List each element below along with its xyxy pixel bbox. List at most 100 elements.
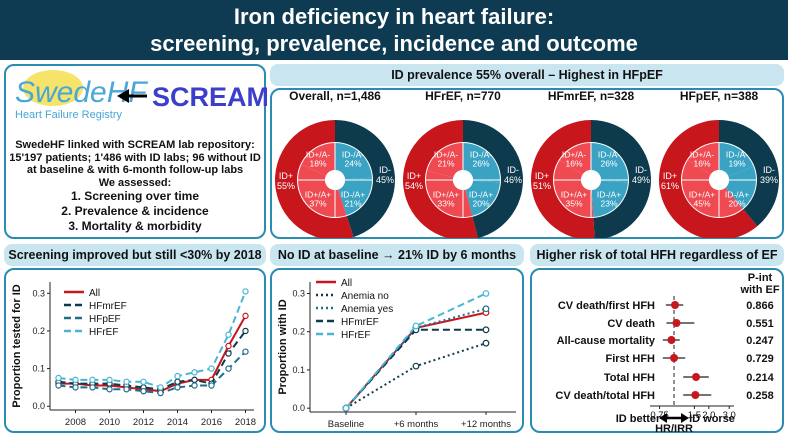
data-point <box>106 376 113 384</box>
inner-slice-id-plus-a-minus <box>427 143 463 178</box>
assessed-title: We assessed: <box>98 176 172 189</box>
data-point <box>482 290 490 297</box>
data-point <box>174 372 181 380</box>
y-axis-label: Proportion tested for ID <box>11 284 23 408</box>
x-tick-label: 2.0 <box>702 410 715 421</box>
id-better-label: ID better <box>616 413 661 425</box>
p-int-value: 0.258 <box>746 390 774 402</box>
screening-chart: 0.0 0.1 0.2 0.3 2008 2010 2012 2014 2016 2018 Prop… <box>11 282 256 428</box>
inner-slice-id-minus-a-minus <box>591 143 628 183</box>
data-point <box>208 382 215 389</box>
inner-slice-id-plus-a-plus <box>298 164 347 218</box>
swedehf-logo-subtitle: Heart Failure Registry <box>15 109 122 121</box>
outcome-label: CV death/total HFH <box>555 390 655 402</box>
assessed-item-1: 1. Screening over time <box>70 189 200 204</box>
inner-slice-id-minus-a-minus <box>719 143 754 177</box>
inner-label-q3: ID+/A+ 35% <box>561 189 587 208</box>
data-point <box>140 378 147 385</box>
outcome-label: CV death <box>607 318 655 330</box>
data-point <box>89 376 96 384</box>
inner-slice-id-plus-a-plus <box>682 160 743 218</box>
data-point <box>412 362 420 370</box>
inner-label-q2: ID-/A-24% <box>342 149 364 168</box>
x-tick-label: 1.5 <box>688 410 701 421</box>
prevalence-banner: ID prevalence 55% overall – Highest in H… <box>270 64 784 86</box>
data-point <box>174 378 181 385</box>
inner-label-q1: ID+/A-18% <box>306 149 330 168</box>
outer-slice-id-plus <box>403 120 478 238</box>
legend-label: Anemia yes <box>341 304 393 315</box>
inner-label-q4: ID-/A+ 23% <box>597 189 621 208</box>
estimate-point <box>691 391 700 399</box>
x-tick-label: 2010 <box>99 417 120 428</box>
data-point <box>242 312 249 320</box>
arrow-head-left <box>659 413 668 423</box>
outer-slice-id-plus <box>274 120 354 238</box>
data-point <box>482 305 490 313</box>
legend-label: HFpEF <box>89 314 121 325</box>
title-line-2: screening, prevalence, incidence and out… <box>150 31 638 56</box>
inner-slice-id-minus-a-plus <box>725 166 756 209</box>
data-point <box>123 378 130 385</box>
data-point <box>191 376 198 384</box>
outer-label-id-minus: ID-49% <box>632 165 650 185</box>
y-tick-label: 0.0 <box>32 401 45 411</box>
legend-label: HFmrEF <box>341 317 379 328</box>
inner-label-q4: ID-/A+ 20% <box>469 189 493 208</box>
p-int-value: 0.247 <box>746 335 774 347</box>
data-point <box>242 327 249 335</box>
data-point <box>225 365 232 372</box>
data-point <box>191 369 198 376</box>
data-point <box>106 386 113 393</box>
p-int-value: 0.214 <box>746 372 774 384</box>
inner-label-q3: ID+/A+ 33% <box>433 189 459 208</box>
inner-label-q4: ID-/A+ 21% <box>341 189 365 208</box>
series-line <box>58 350 247 395</box>
left-arrow-icon <box>117 89 147 103</box>
y-tick-label: 0.1 <box>32 364 45 374</box>
data-point <box>123 386 130 393</box>
donut-hole <box>325 170 345 190</box>
outcome-label: CV death/first HFH <box>558 300 655 312</box>
outcome-label: First HFH <box>606 353 656 365</box>
y-tick-label: 0.3 <box>292 288 305 298</box>
legend-label: HFrEF <box>89 327 118 338</box>
estimate-point <box>692 373 701 381</box>
outer-label-id-minus: ID-39% <box>760 165 778 185</box>
data-point <box>55 382 62 389</box>
legend-label: All <box>341 278 352 289</box>
data-point <box>342 404 350 412</box>
incidence-chart: 0.0 0.1 0.2 0.3 Baseline +6 months +12 months P… <box>277 278 516 430</box>
logo-heart-shape <box>23 70 83 106</box>
y-tick-label: 0.2 <box>292 327 305 337</box>
x-tick-label: 0.75 <box>650 410 669 421</box>
data-point <box>482 339 490 347</box>
p-int-value: 0.729 <box>746 353 774 365</box>
prevalence-donuts: Overall, n=1,486 ID+ 55% ID-45% ID+/A-18% ID-… <box>274 89 779 238</box>
info-box <box>4 64 266 239</box>
inner-label-q4: ID-/A+ 20% <box>725 189 749 208</box>
outcome-banner: Higher risk of total HFH regardless of E… <box>530 244 784 266</box>
donut-title: Overall, n=1,486 <box>289 89 381 103</box>
outcome-label: Total HFH <box>604 372 655 384</box>
outer-label-id-minus: ID-46% <box>504 165 522 185</box>
assessed-item-3: 3. Mortality & morbidity <box>68 219 202 234</box>
series-line <box>58 291 247 389</box>
description-line-3: at baseline & with 6-month follow-up lab… <box>26 164 244 177</box>
y-axis-label: Proportion with ID <box>277 299 289 394</box>
inner-slice-id-plus-a-minus <box>559 143 591 175</box>
inner-label-q1: ID+/A-16% <box>562 149 586 168</box>
outer-label-id-plus: ID+ 55% <box>277 171 295 191</box>
p-int-value: 0.551 <box>746 318 774 330</box>
outer-label-id-plus: ID+ 61% <box>661 171 679 191</box>
incidence-banner: No ID at baseline → 21% ID by 6 months <box>270 244 524 266</box>
x-tick-label: 2016 <box>201 417 222 428</box>
inner-slice-id-plus-a-plus <box>426 170 473 217</box>
x-tick-label: 3.0 <box>723 410 736 421</box>
info-description: SwedeHF linked with SCREAM lab repositor… <box>8 139 262 234</box>
inner-slice-id-minus-a-minus <box>335 143 372 180</box>
series-line <box>345 342 487 410</box>
outer-label-id-plus: ID+ 54% <box>405 171 423 191</box>
data-point <box>208 365 215 372</box>
data-point <box>242 348 249 355</box>
